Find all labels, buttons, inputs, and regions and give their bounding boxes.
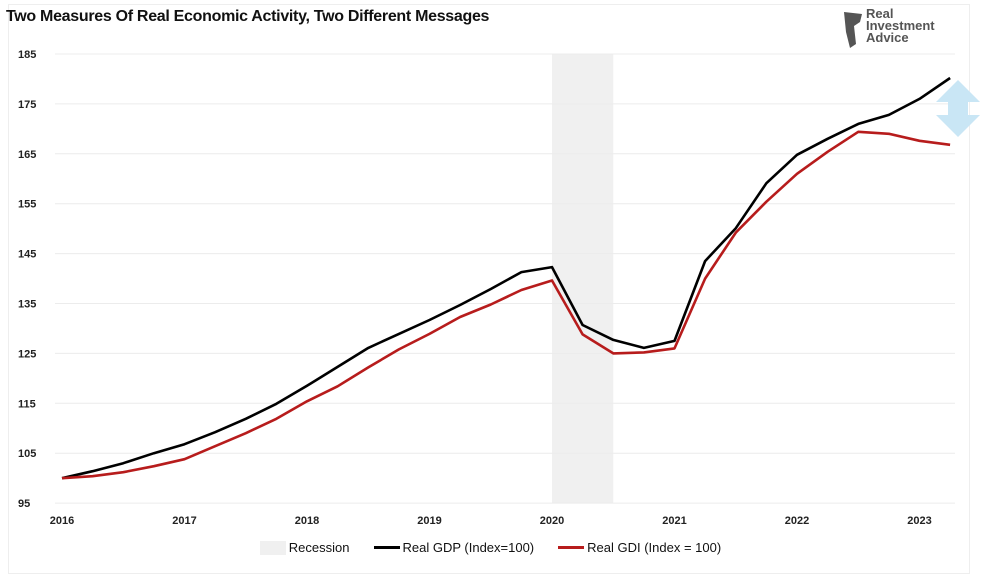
gdi-line [61, 130, 951, 480]
y-tick-label: 145 [18, 249, 36, 261]
y-tick-label: 135 [18, 299, 36, 311]
legend-label: Recession [288, 540, 350, 555]
y-tick-label: 165 [18, 149, 36, 161]
x-tick-label: 2017 [172, 515, 196, 527]
legend-swatch [558, 546, 585, 549]
legend-label: Real GDI (Index = 100) [587, 540, 722, 555]
legend-swatch [259, 540, 286, 555]
x-tick-label: 2021 [662, 515, 686, 527]
legend: Recession Real GDP (Index=100) Real GDI … [0, 540, 981, 555]
y-tick-label: 95 [18, 498, 30, 510]
legend-recession: Recession [259, 540, 350, 555]
double-arrow-icon [936, 80, 980, 137]
legend-swatch [373, 546, 400, 549]
eagle-logo-icon [844, 12, 862, 48]
recession-band [552, 54, 614, 504]
gdp-line [61, 76, 951, 480]
logo-text: Real Investment Advice [866, 6, 935, 45]
chart-frame [8, 4, 970, 574]
y-tick-label: 175 [18, 99, 36, 111]
x-tick-label: 2020 [540, 515, 564, 527]
x-tick-label: 2019 [417, 515, 441, 527]
x-tick-label: 2016 [50, 515, 74, 527]
legend-gdp: Real GDP (Index=100) [373, 540, 535, 555]
x-tick-label: 2022 [785, 515, 809, 527]
legend-gdi: Real GDI (Index = 100) [558, 540, 721, 555]
x-tick-label: 2018 [295, 515, 319, 527]
chart-title: Two Measures Of Real Economic Activity, … [6, 8, 490, 25]
y-tick-label: 105 [18, 448, 36, 460]
y-tick-label: 125 [18, 348, 36, 360]
y-tick-label: 115 [18, 398, 36, 410]
x-tick-label: 2023 [907, 515, 931, 527]
logo: Real Investment Advice [842, 6, 972, 50]
y-tick-label: 155 [18, 199, 36, 211]
legend-label: Real GDP (Index=100) [402, 540, 535, 555]
y-tick-label: 185 [18, 49, 36, 61]
